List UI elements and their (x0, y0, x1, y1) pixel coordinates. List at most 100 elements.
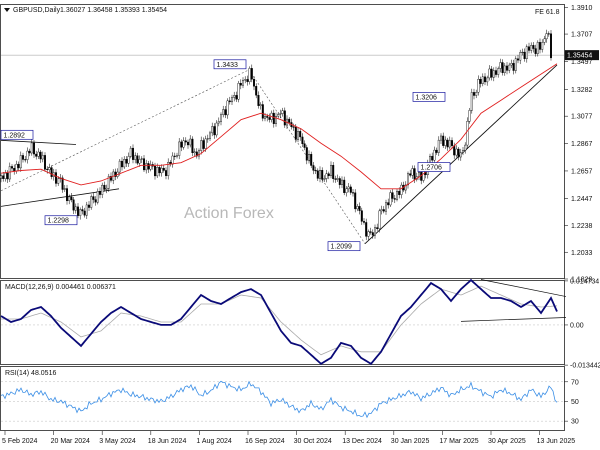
candle-body (55, 172, 58, 184)
candle-body (525, 46, 528, 59)
macd-panel-frame (0, 280, 565, 365)
candle-body (162, 167, 165, 171)
candle-body (536, 42, 539, 54)
symbol-title: GBPUSD,Daily (13, 7, 61, 14)
candle-body (189, 138, 192, 146)
candle-body (182, 140, 185, 148)
candle-body (374, 227, 377, 236)
candle-body (92, 196, 95, 200)
candle-body (186, 141, 189, 146)
candle-body (105, 188, 108, 190)
candle-body (160, 167, 163, 174)
candle-body (57, 178, 60, 184)
candle-body (123, 159, 126, 168)
candle-body (180, 141, 183, 148)
candle-body (252, 79, 255, 87)
candle-body (145, 163, 148, 171)
candle-body (314, 170, 317, 172)
candle-body (371, 232, 374, 236)
candle-body (217, 121, 220, 124)
candle-body (109, 176, 112, 181)
candle-body (197, 150, 200, 157)
candle-body (118, 160, 121, 173)
candle-body (50, 167, 53, 177)
candle-body (76, 206, 79, 216)
candle-body (98, 191, 101, 195)
candle-body (35, 153, 38, 157)
candle-body (255, 86, 258, 96)
candle-body (79, 209, 82, 216)
candle-body (475, 92, 478, 96)
candle-body (393, 198, 396, 200)
candle-body (228, 100, 231, 103)
candle-body (477, 79, 480, 93)
date-tick-label: 17 Mar 2025 (439, 438, 478, 445)
candle-body (261, 104, 264, 119)
candle-body (442, 135, 445, 146)
date-tick-label: 30 Oct 2024 (294, 438, 332, 445)
candle-body (277, 114, 280, 117)
candle-body (550, 33, 553, 59)
candle-body (103, 184, 106, 190)
candle-body (226, 100, 229, 116)
price-annotation-label: 1.2892 (4, 132, 26, 139)
candle-body (358, 206, 361, 211)
candle-body (244, 79, 247, 81)
price-annotation-box (412, 92, 446, 102)
candle-body (534, 48, 537, 54)
candle-body (431, 155, 434, 161)
current-price-box (565, 50, 599, 61)
candle-body (208, 132, 211, 139)
candle-body (347, 186, 350, 190)
candle-body (459, 152, 462, 158)
candle-body (120, 160, 123, 168)
candle-body (462, 150, 465, 153)
price-tick-label: 1.2447 (571, 196, 593, 203)
candle-body (501, 62, 504, 73)
ma-path (0, 63, 558, 190)
candle-body (369, 231, 372, 233)
candle-body (409, 173, 412, 176)
candle-body (230, 97, 233, 103)
price-tick-label: 1.2867 (571, 141, 593, 148)
candle-body (241, 79, 244, 86)
candle-body (367, 231, 370, 237)
date-tick-label: 30 Jan 2025 (391, 438, 430, 445)
candle-body (213, 126, 216, 136)
candle-body (433, 149, 436, 161)
candle-body (446, 139, 449, 148)
price-annotation-box (44, 215, 78, 226)
candle-body (327, 173, 330, 176)
candle-body (68, 196, 71, 202)
candle-body (352, 192, 355, 194)
candle-body (297, 131, 300, 140)
price-tick-label: 1.3282 (571, 87, 593, 94)
candle-body (85, 204, 88, 216)
candle-body (508, 64, 511, 71)
candle-body (490, 68, 493, 78)
candle-body (332, 164, 335, 179)
candle-body (90, 196, 93, 208)
candle-body (239, 82, 242, 86)
price-tick-label: 1.2033 (571, 250, 593, 257)
candle-body (453, 145, 456, 156)
candle-body (323, 178, 326, 180)
candle-body (149, 164, 152, 170)
candle-body (321, 170, 324, 180)
date-axis: 5 Feb 2024 20 Mar 2024 3 May 2024 18 Jun 20… (2, 431, 575, 445)
candle-body (514, 58, 517, 71)
price-tick-label: 1.3910 (571, 5, 593, 12)
dropdown-triangle-icon[interactable] (4, 8, 10, 12)
candle-body (63, 188, 66, 190)
candle-body (341, 179, 344, 185)
candle-body (0, 175, 2, 179)
price-tick-label: 1.2657 (571, 168, 593, 175)
date-tick-label: 30 Apr 2025 (488, 438, 526, 445)
candle-body (8, 166, 11, 180)
candle-body (312, 165, 315, 171)
candle-body (46, 168, 49, 170)
candle-body (142, 158, 145, 171)
candle-body (74, 206, 77, 211)
watermark: Action Forex (184, 205, 274, 222)
candle-body (129, 147, 132, 157)
